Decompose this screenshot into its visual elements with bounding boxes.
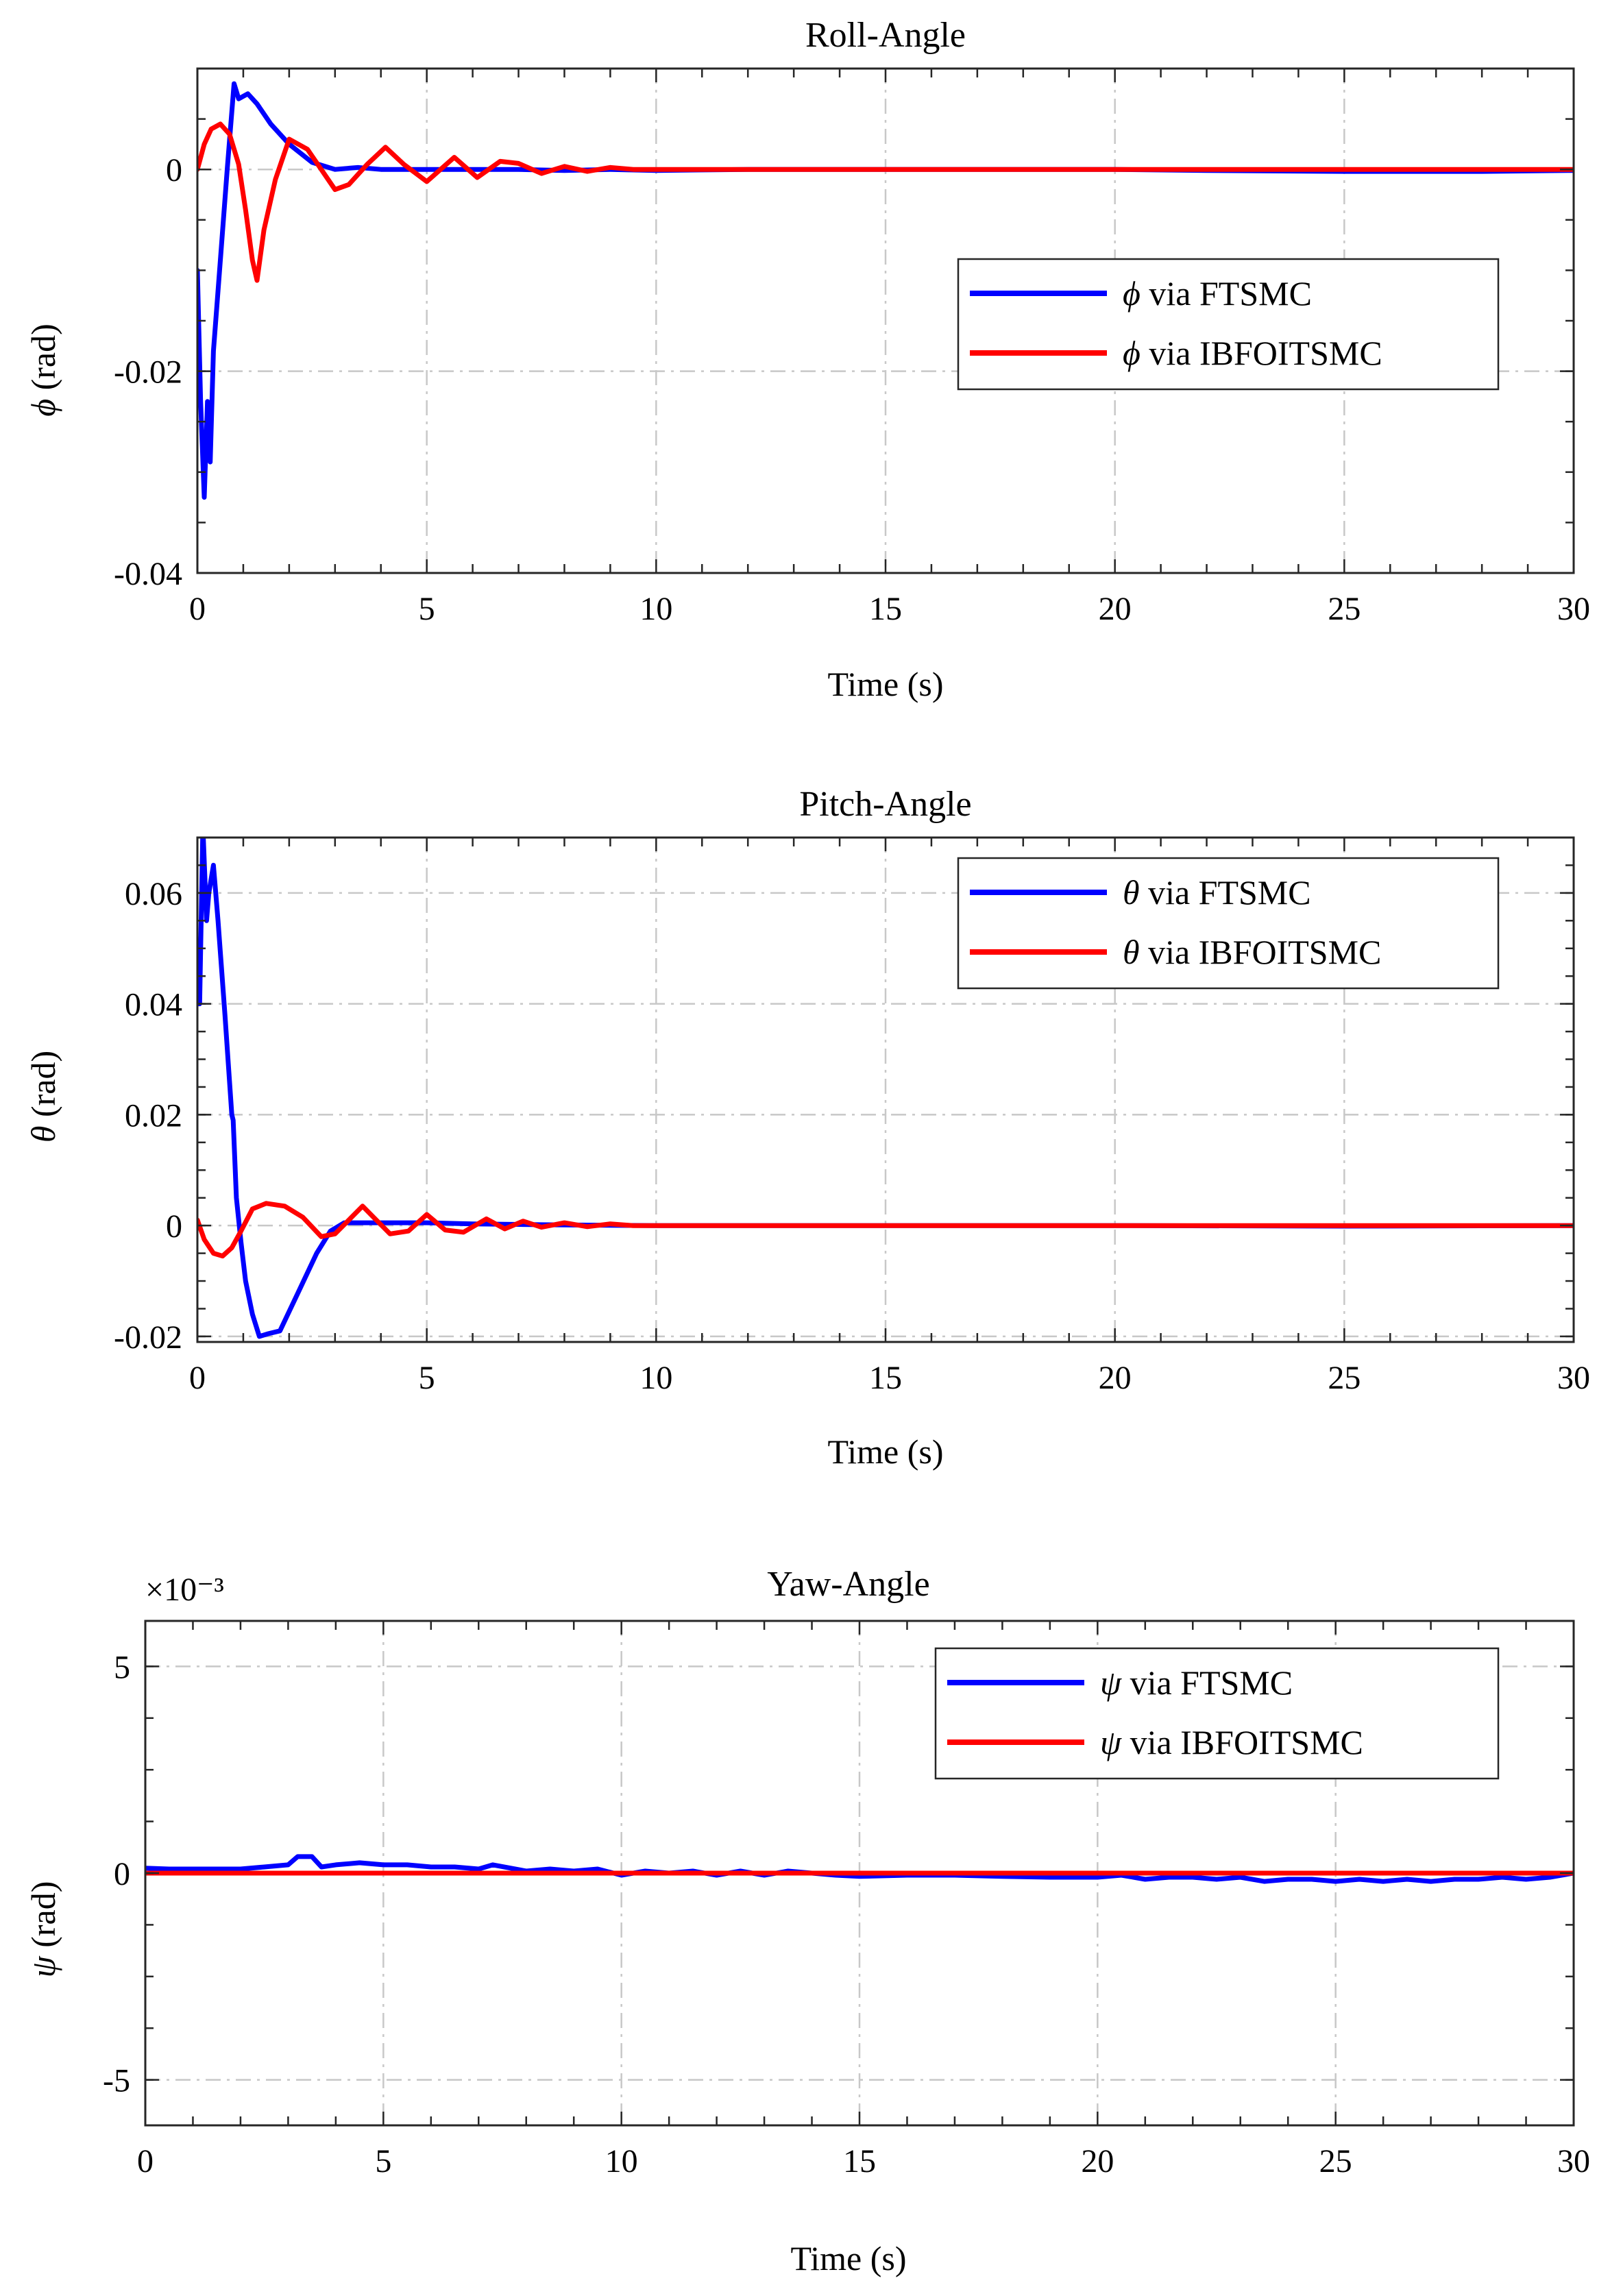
pitch-y-tick-label-4: 0.06 [125,876,182,912]
yaw-legend-text-ibfoitsmc: via IBFOITSMC [1130,1723,1363,1761]
roll-y-tick-label-2: 0 [166,152,182,188]
pitch-legend-label-ftsmc: θ via FTSMC [1123,873,1311,912]
pitch-y-axis-unit: (rad) [24,1051,62,1117]
roll-legend-box [957,258,1500,391]
pitch-x-tick-label-1: 5 [419,1360,435,1396]
roll-y-tick-label-1: -0.02 [114,354,182,391]
pitch-ticks [196,836,1575,1342]
pitch-y-tick-label-1: 0 [166,1208,182,1245]
roll-series-line-ibfoitsmc [197,121,1574,283]
yaw-legend-symbol-ftsmc: ψ [1100,1663,1122,1702]
roll-x-tick-label-3: 15 [869,591,902,627]
yaw-legend-box [934,1647,1500,1780]
pitch-y-axis-title: θ (rad) [24,1051,62,1143]
roll-plot-title: Roll-Angle [805,16,966,55]
pitch-series-line-ibfoitsmc [197,1201,1574,1259]
pitch-series [197,838,1574,1339]
pitch-y-tick-label-3: 0.04 [125,987,182,1023]
roll-x-tick-label-1: 5 [419,591,435,627]
yaw-ticks [144,1621,1575,2125]
yaw-legend: ψ via FTSMC ψ via IBFOITSMC [934,1647,1500,1780]
roll-legend-symbol-ibfoitsmc: ϕ [1123,334,1141,372]
pitch-legend-text-ftsmc: via FTSMC [1148,873,1311,912]
yaw-plot-title: Yaw-Angle [767,1565,929,1604]
yaw-y-axis-symbol: ψ [24,1955,62,1977]
roll-x-axis-title: Time (s) [827,665,943,703]
yaw-x-tick-label-4: 20 [1081,2143,1114,2179]
yaw-x-tick-label-6: 30 [1557,2143,1590,2179]
pitch-legend: θ via FTSMC θ via IBFOITSMC [957,857,1500,990]
yaw-legend-text-ftsmc: via FTSMC [1130,1663,1293,1702]
pitch-legend-box [957,857,1500,990]
pitch-y-tick-labels: -0.02 0 0.02 0.04 0.06 [114,876,182,1356]
yaw-x-axis-title: Time (s) [790,2239,906,2277]
roll-y-axis-unit: (rad) [24,323,62,390]
pitch-x-tick-labels: 0 5 10 15 20 25 30 [189,1360,1590,1396]
pitch-legend-symbol-ftsmc: θ [1123,873,1140,912]
pitch-plot-title: Pitch-Angle [799,785,971,824]
roll-x-tick-label-0: 0 [189,591,206,627]
yaw-x-tick-label-0: 0 [137,2143,154,2179]
roll-legend: ϕ via FTSMC ϕ via IBFOITSMC [957,258,1500,391]
pitch-y-axis-symbol: θ [24,1126,62,1143]
pitch-legend-symbol-ibfoitsmc: θ [1123,933,1140,971]
yaw-x-tick-label-5: 25 [1319,2143,1352,2179]
roll-legend-symbol-ftsmc: ϕ [1123,274,1141,313]
roll-y-axis-symbol: ϕ [24,399,62,417]
roll-legend-label-ftsmc: ϕ via FTSMC [1123,274,1312,313]
roll-ticks [196,67,1575,574]
yaw-angle-panel: Yaw-Angle ×10⁻³ Time (s) ψ (rad) 0 5 10 15 2… [24,1565,1590,2277]
pitch-legend-text-ibfoitsmc: via IBFOITSMC [1148,933,1381,971]
roll-y-axis-title: ϕ (rad) [24,323,62,417]
yaw-y-exponent-label: ×10⁻³ [145,1572,224,1608]
roll-legend-label-ibfoitsmc: ϕ via IBFOITSMC [1123,334,1382,372]
pitch-x-tick-label-5: 25 [1328,1360,1361,1396]
yaw-series [145,1854,1574,1884]
yaw-legend-label-ibfoitsmc: ψ via IBFOITSMC [1100,1723,1363,1761]
pitch-x-axis-title: Time (s) [827,1432,943,1471]
roll-x-tick-label-6: 30 [1557,591,1590,627]
pitch-y-tick-label-2: 0.02 [125,1097,182,1134]
pitch-x-tick-label-4: 20 [1099,1360,1132,1396]
yaw-y-tick-label-2: 5 [114,1649,130,1685]
yaw-y-axis-title: ψ (rad) [24,1881,62,1978]
roll-y-tick-labels: -0.04 -0.02 0 [114,152,182,592]
roll-legend-text-ibfoitsmc: via IBFOITSMC [1149,334,1382,372]
roll-series [197,81,1574,500]
yaw-x-tick-label-1: 5 [375,2143,391,2179]
roll-x-tick-labels: 0 5 10 15 20 25 30 [189,591,1590,627]
pitch-y-tick-label-0: -0.02 [114,1319,182,1356]
roll-y-tick-label-0: -0.04 [114,556,182,592]
yaw-x-tick-label-2: 10 [605,2143,638,2179]
yaw-y-axis-unit: (rad) [24,1881,62,1948]
pitch-x-tick-label-2: 10 [639,1360,672,1396]
pitch-x-tick-label-6: 30 [1557,1360,1590,1396]
yaw-y-tick-label-0: -5 [103,2063,130,2099]
yaw-y-tick-label-1: 0 [114,1856,130,1892]
yaw-x-tick-label-3: 15 [843,2143,876,2179]
roll-x-tick-label-2: 10 [639,591,672,627]
yaw-legend-label-ftsmc: ψ via FTSMC [1100,1663,1293,1702]
pitch-x-tick-label-0: 0 [189,1360,206,1396]
yaw-x-tick-labels: 0 5 10 15 20 25 30 [137,2143,1590,2179]
pitch-x-tick-label-3: 15 [869,1360,902,1396]
yaw-y-tick-labels: -5 0 5 [103,1649,130,2099]
pitch-angle-panel: Pitch-Angle Time (s) θ (rad) 0 5 10 15 20 25 3… [24,785,1590,1471]
roll-angle-panel: Roll-Angle Time (s) ϕ (rad) 0 5 10 15 20 25 30… [24,16,1590,703]
roll-x-tick-label-4: 20 [1099,591,1132,627]
roll-legend-text-ftsmc: via FTSMC [1149,274,1312,313]
roll-x-tick-label-5: 25 [1328,591,1361,627]
yaw-legend-symbol-ibfoitsmc: ψ [1100,1723,1122,1761]
pitch-legend-label-ibfoitsmc: θ via IBFOITSMC [1123,933,1381,971]
